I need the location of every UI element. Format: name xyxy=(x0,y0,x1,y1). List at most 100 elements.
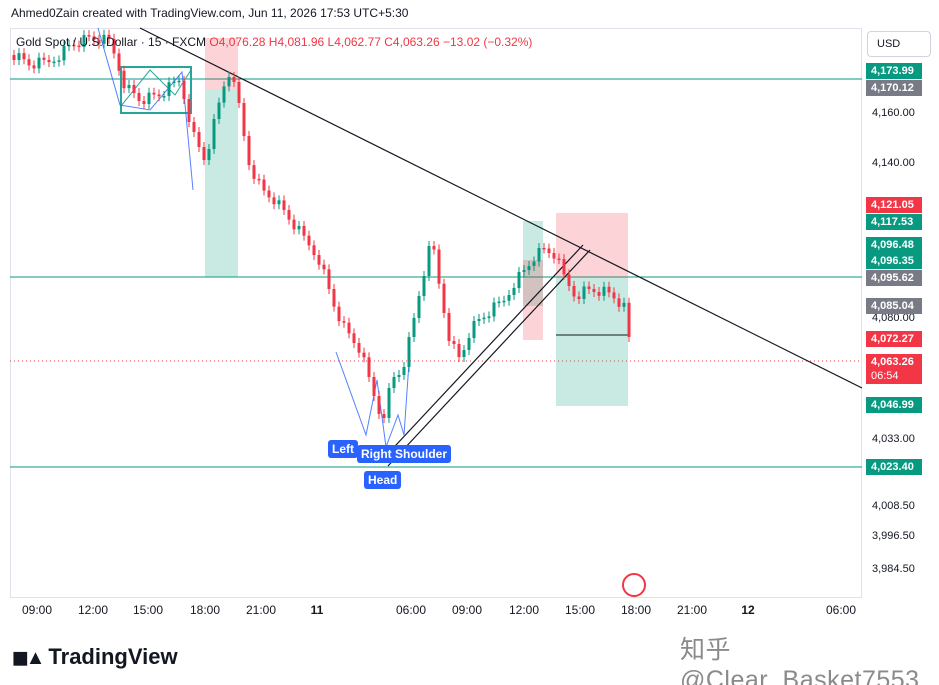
candle-body xyxy=(132,85,136,93)
candle-body xyxy=(152,92,156,95)
candle-body xyxy=(207,149,211,160)
candle-body xyxy=(257,178,261,181)
head-shoulders-lines xyxy=(335,347,411,448)
candle-body xyxy=(137,93,141,101)
candle-body xyxy=(512,288,516,295)
head-label[interactable]: Head xyxy=(364,471,402,489)
candle-body xyxy=(212,119,216,149)
candle-body xyxy=(97,39,101,44)
long-position-target-zone xyxy=(205,90,238,277)
candle-body xyxy=(522,270,526,272)
candle-body xyxy=(572,286,576,297)
price-label: 06:54 xyxy=(866,368,922,384)
brand-name: TradingView xyxy=(48,644,178,669)
candle-body xyxy=(422,276,426,296)
candle-body xyxy=(567,274,571,286)
candle-body xyxy=(437,249,441,284)
candle-body xyxy=(557,258,561,260)
right-shoulder-label[interactable]: Right Shoulder xyxy=(357,445,451,463)
change-value: −13.02 (−0.32%) xyxy=(443,35,533,49)
candle-body xyxy=(157,94,161,97)
candle-body xyxy=(537,248,541,262)
symbol-legend[interactable]: Gold Spot / U.S. Dollar · 15 · FXCM O4,0… xyxy=(16,35,532,49)
candle-body xyxy=(102,34,106,44)
price-label: 4,096.48 xyxy=(866,237,922,253)
price-label: 4,117.53 xyxy=(866,214,922,230)
candle-body xyxy=(352,333,356,343)
short-position-stop-zone xyxy=(556,213,628,278)
candle-body xyxy=(447,313,451,341)
time-tick: 12:00 xyxy=(77,603,109,617)
candle-body xyxy=(237,82,241,103)
time-tick: 06:00 xyxy=(395,603,427,617)
candle-body xyxy=(527,266,531,270)
candle-body xyxy=(322,264,326,270)
candle-body xyxy=(227,77,231,87)
price-label: 4,121.05 xyxy=(866,197,922,213)
chart-pane[interactable] xyxy=(10,28,862,598)
currency-button[interactable]: USD xyxy=(867,31,931,57)
candle-body xyxy=(17,53,21,60)
candle-body xyxy=(202,147,206,160)
low-value: L4,062.77 xyxy=(327,35,381,49)
candle-body xyxy=(122,70,126,89)
candle-body xyxy=(47,59,51,63)
candle-body xyxy=(172,81,176,83)
us-flag-event-icon[interactable] xyxy=(622,573,646,597)
candle-body xyxy=(67,44,71,47)
candle-body xyxy=(562,259,566,275)
candle-body xyxy=(167,82,171,96)
candle-body xyxy=(377,396,381,414)
tradingview-logo: ◼▲ TradingView xyxy=(12,644,178,670)
price-label: 4,046.99 xyxy=(866,397,922,413)
price-tick: 3,984.50 xyxy=(872,563,915,575)
descending-trendline xyxy=(139,27,863,389)
candle-body xyxy=(27,59,31,66)
candle-body xyxy=(242,103,246,136)
candle-body xyxy=(117,53,121,71)
candle-body xyxy=(622,302,626,307)
candle-body xyxy=(42,57,46,60)
candle-body xyxy=(402,367,406,375)
candle-body xyxy=(382,414,386,418)
candle-body xyxy=(267,190,271,198)
candle-body xyxy=(77,45,81,48)
price-label: 4,170.12 xyxy=(866,80,922,96)
candle-body xyxy=(62,46,66,61)
candle-body xyxy=(517,272,521,288)
price-label: 4,095.62 xyxy=(866,270,922,286)
left-shoulder-label[interactable]: Left xyxy=(328,440,358,458)
candle-body xyxy=(417,296,421,318)
candle-body xyxy=(232,77,236,82)
candle-body xyxy=(602,286,606,296)
candle-body xyxy=(317,255,321,265)
candle-body xyxy=(22,53,26,60)
candle-body xyxy=(487,316,491,318)
candle-body xyxy=(467,338,471,350)
price-label: 4,072.27 xyxy=(866,331,922,347)
price-tick: 4,033.00 xyxy=(872,433,915,445)
candle-body xyxy=(392,377,396,388)
candle-body xyxy=(407,337,411,367)
snapshot-caption: Ahmed0Zain created with TradingView.com,… xyxy=(11,6,409,20)
candle-body xyxy=(302,226,306,236)
candle-body xyxy=(372,377,376,396)
candle-body xyxy=(182,80,186,99)
price-tick: 3,996.50 xyxy=(872,530,915,542)
candle-body xyxy=(52,61,56,64)
candle-body xyxy=(222,86,226,103)
time-tick: 12 xyxy=(741,603,755,617)
candle-body xyxy=(587,286,591,289)
candle-body xyxy=(307,235,311,246)
time-tick: 09:00 xyxy=(451,603,483,617)
candle-body xyxy=(112,38,116,54)
candle-body xyxy=(142,101,146,104)
candle-body xyxy=(247,136,251,166)
close-value: C4,063.26 xyxy=(384,35,440,49)
candle-body xyxy=(272,197,276,205)
watermark: 知乎 @Clear_Basket7553 xyxy=(680,636,920,685)
candle-body xyxy=(457,344,461,357)
candle-body xyxy=(532,261,536,266)
